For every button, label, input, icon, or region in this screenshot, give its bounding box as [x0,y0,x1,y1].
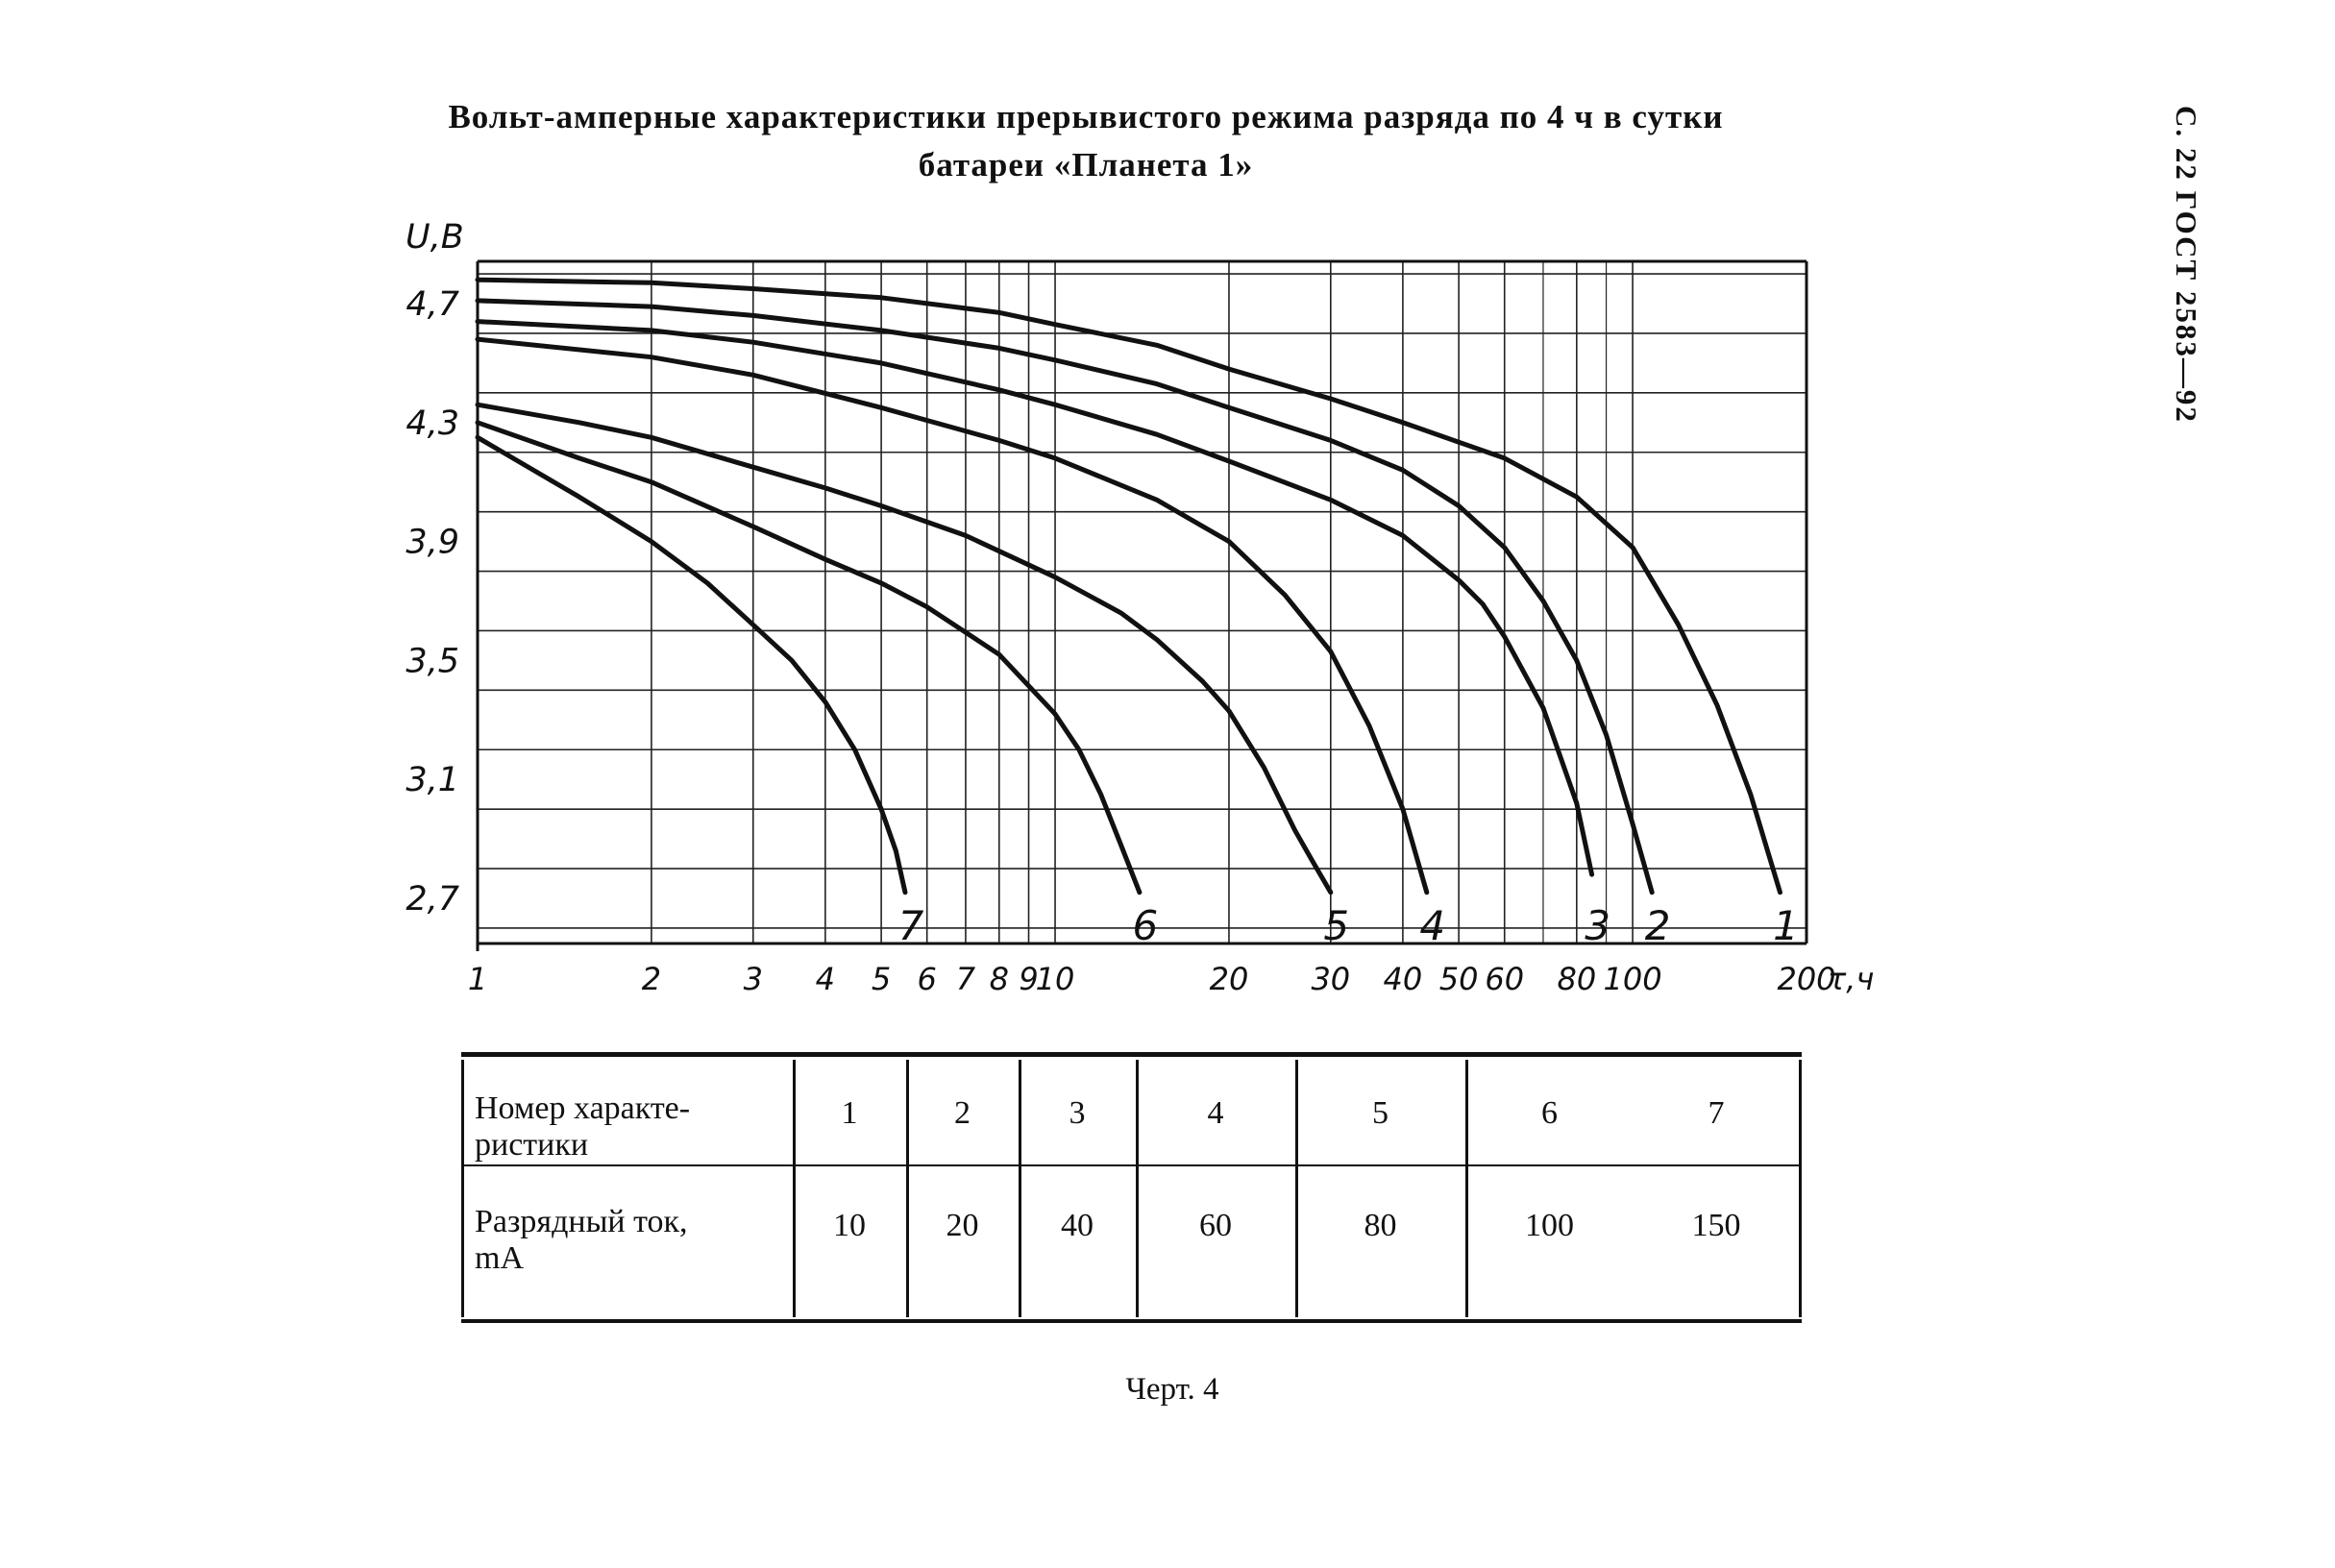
table-top-rule [461,1052,1802,1057]
series-curve-2 [475,298,1655,895]
x-tick-label: 100 [1604,961,1662,997]
x-tick-label: 6 [918,961,937,997]
table-cell-number: 2 [954,1095,971,1131]
x-tick-label: 5 [872,961,891,997]
series-curve-3 [475,319,1595,877]
series-label-3: 3 [1585,902,1610,949]
table-cell-current: 80 [1364,1208,1397,1243]
figure-caption: Черт. 4 [1125,1372,1219,1407]
x-tick-label: 3 [744,961,763,997]
y-tick-label: 4,3 [406,404,459,443]
table-cell-number: 5 [1372,1095,1389,1131]
row-label-current: Разрядный ток, mA [475,1204,688,1277]
x-tick-label: 8 [990,961,1009,997]
series-label-7: 7 [898,902,924,949]
row-label-number-line1: Номер характе- [475,1090,691,1126]
table-divider [793,1060,796,1317]
row-label-number-line2: ристики [475,1127,589,1163]
series-curve-5 [475,402,1334,895]
y-tick-label: 3,1 [406,761,459,799]
x-tick-label: 9 [1019,961,1038,997]
series-curve-7 [475,434,908,895]
series-curve-6 [475,420,1143,895]
chart-title-line-2: батареи «Планета 1» [918,146,1254,184]
x-tick-label: 4 [816,961,835,997]
series-label-2: 2 [1645,902,1671,949]
table-border-right [1799,1060,1802,1317]
table-cell-number: 3 [1069,1095,1086,1131]
table-cell-current: 10 [833,1208,866,1243]
x-tick-label: 30 [1311,961,1350,997]
table-border-left [461,1060,464,1317]
row-label-current-line1: Разрядный ток, [475,1204,688,1239]
table-divider [1136,1060,1139,1317]
series-label-6: 6 [1132,902,1158,949]
y-axis-label: U,B [406,218,464,257]
table-cell-current: 40 [1061,1208,1094,1243]
x-tick-label: 200 [1777,961,1835,997]
y-tick-label: 3,5 [406,642,459,680]
chart-title-line-1: Вольт-амперные характеристики прерывисто… [448,98,1724,135]
table-divider [1295,1060,1298,1317]
table-bottom-rule [461,1319,1802,1323]
table-cell-number: 4 [1207,1095,1224,1131]
x-tick-label: 80 [1557,961,1596,997]
y-tick-label: 3,9 [406,524,459,562]
table-cell-number: 6 [1541,1095,1558,1131]
x-tick-label: 2 [642,961,661,997]
table-cell-number: 1 [841,1095,858,1131]
table-divider [906,1060,909,1317]
x-tick-label: 60 [1485,961,1524,997]
table-middle-rule [461,1164,1802,1166]
series-curve-4 [475,336,1430,895]
x-axis-label: τ,ч [1828,961,1874,997]
series-curve-1 [475,277,1782,895]
table-cell-current: 60 [1199,1208,1232,1243]
x-tick-label: 7 [956,961,976,997]
series-label-4: 4 [1419,902,1445,949]
table-cell-current: 20 [946,1208,979,1243]
table-cell-number: 7 [1708,1095,1725,1131]
table-cell-current: 150 [1691,1208,1741,1243]
table-divider [1019,1060,1021,1317]
x-tick-label: 40 [1384,961,1423,997]
y-tick-label: 4,7 [406,285,459,324]
row-label-current-line2: mA [475,1240,524,1276]
row-label-number: Номер характе- ристики [475,1090,690,1164]
x-tick-label: 20 [1210,961,1249,997]
series-label-5: 5 [1323,902,1349,949]
series-label-1: 1 [1773,902,1799,949]
y-tick-label: 2,7 [406,880,459,919]
x-tick-label: 10 [1036,961,1075,997]
table-cell-current: 100 [1525,1208,1574,1243]
x-tick-label: 50 [1439,961,1479,997]
x-tick-label: 1 [468,961,487,997]
table-divider [1465,1060,1468,1317]
